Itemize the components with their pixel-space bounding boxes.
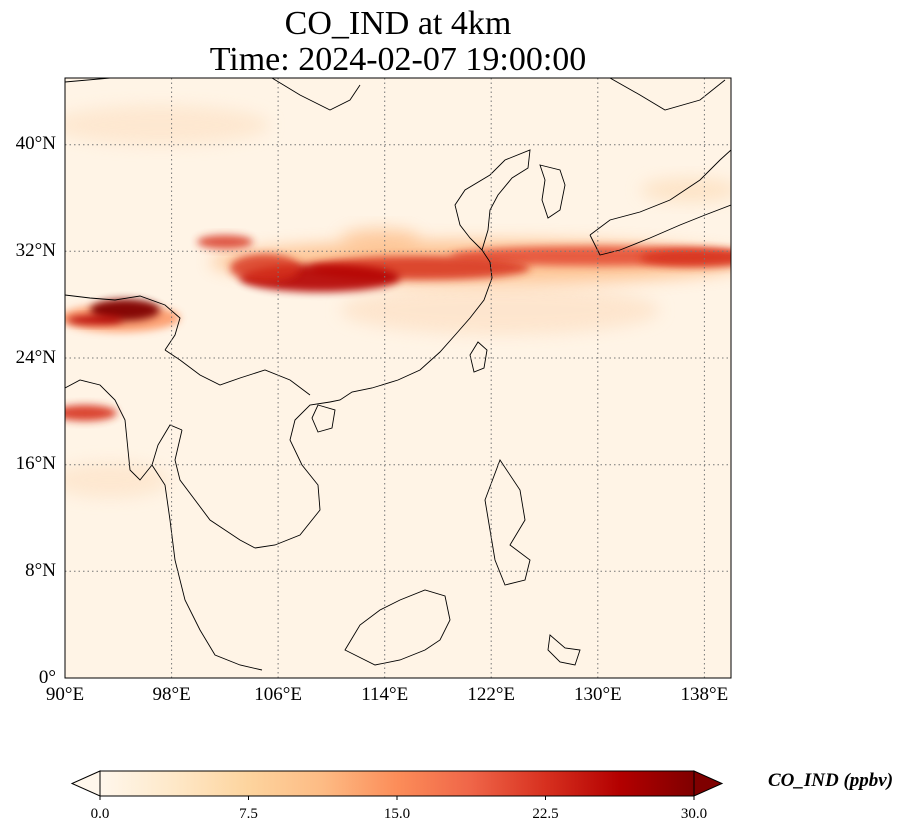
lon-tick-label: 114°E	[361, 684, 409, 705]
colorbar-tick-label: 15.0	[383, 806, 411, 822]
lat-tick-label: 16°N	[15, 453, 56, 474]
colorbar-tick-label: 30.0	[680, 806, 708, 822]
chart-title: CO_IND at 4km	[284, 5, 512, 42]
lon-tick-label: 98°E	[152, 684, 191, 705]
lon-tick-label: 122°E	[467, 684, 516, 705]
lon-tick-label: 138°E	[680, 684, 729, 705]
colorbar-label: CO_IND (ppbv)	[768, 770, 894, 791]
lat-tick-label: 8°N	[25, 560, 56, 581]
colorbar-tick-label: 7.5	[239, 806, 258, 822]
coastlines	[65, 78, 731, 671]
lon-tick-label: 90°E	[45, 684, 85, 705]
chart-timestamp: Time: 2024-02-07 19:00:00	[209, 41, 587, 78]
colorbar-tick-label: 0.0	[90, 806, 110, 822]
lat-tick-label: 24°N	[15, 347, 56, 368]
lat-tick-label: 32°N	[15, 240, 56, 261]
concentration-field	[65, 78, 731, 678]
lat-tick-label: 40°N	[15, 133, 56, 154]
lon-tick-label: 130°E	[573, 684, 622, 705]
colorbar-tick-label: 22.5	[532, 806, 559, 822]
lon-tick-label: 106°E	[254, 684, 302, 705]
map-frame	[64, 77, 732, 679]
colorbar	[70, 770, 724, 800]
gridlines	[65, 78, 731, 678]
lat-tick-label: 0°	[38, 667, 56, 688]
